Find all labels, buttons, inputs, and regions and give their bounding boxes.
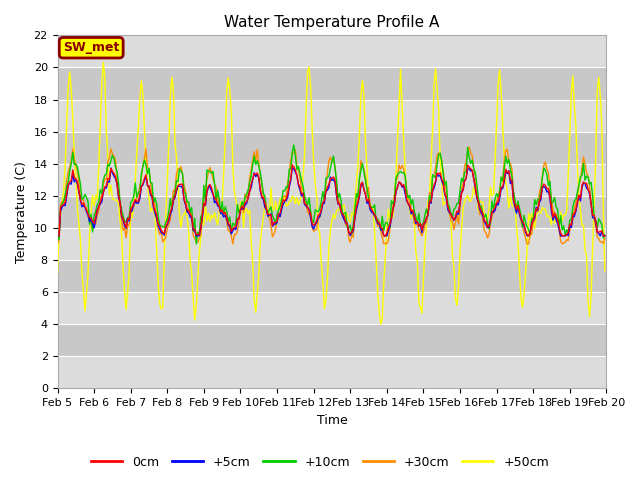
- Bar: [58, 196, 606, 228]
- Bar: [58, 324, 606, 356]
- Bar: [58, 356, 606, 388]
- Bar: [58, 228, 606, 260]
- Bar: [58, 67, 606, 99]
- Y-axis label: Temperature (C): Temperature (C): [15, 161, 28, 263]
- Bar: [58, 260, 606, 292]
- Bar: [58, 164, 606, 196]
- X-axis label: Time: Time: [317, 414, 348, 427]
- Legend: 0cm, +5cm, +10cm, +30cm, +50cm: 0cm, +5cm, +10cm, +30cm, +50cm: [86, 451, 554, 474]
- Bar: [58, 36, 606, 67]
- Bar: [58, 99, 606, 132]
- Bar: [58, 292, 606, 324]
- Text: SW_met: SW_met: [63, 41, 120, 54]
- Title: Water Temperature Profile A: Water Temperature Profile A: [224, 15, 440, 30]
- Bar: [58, 132, 606, 164]
